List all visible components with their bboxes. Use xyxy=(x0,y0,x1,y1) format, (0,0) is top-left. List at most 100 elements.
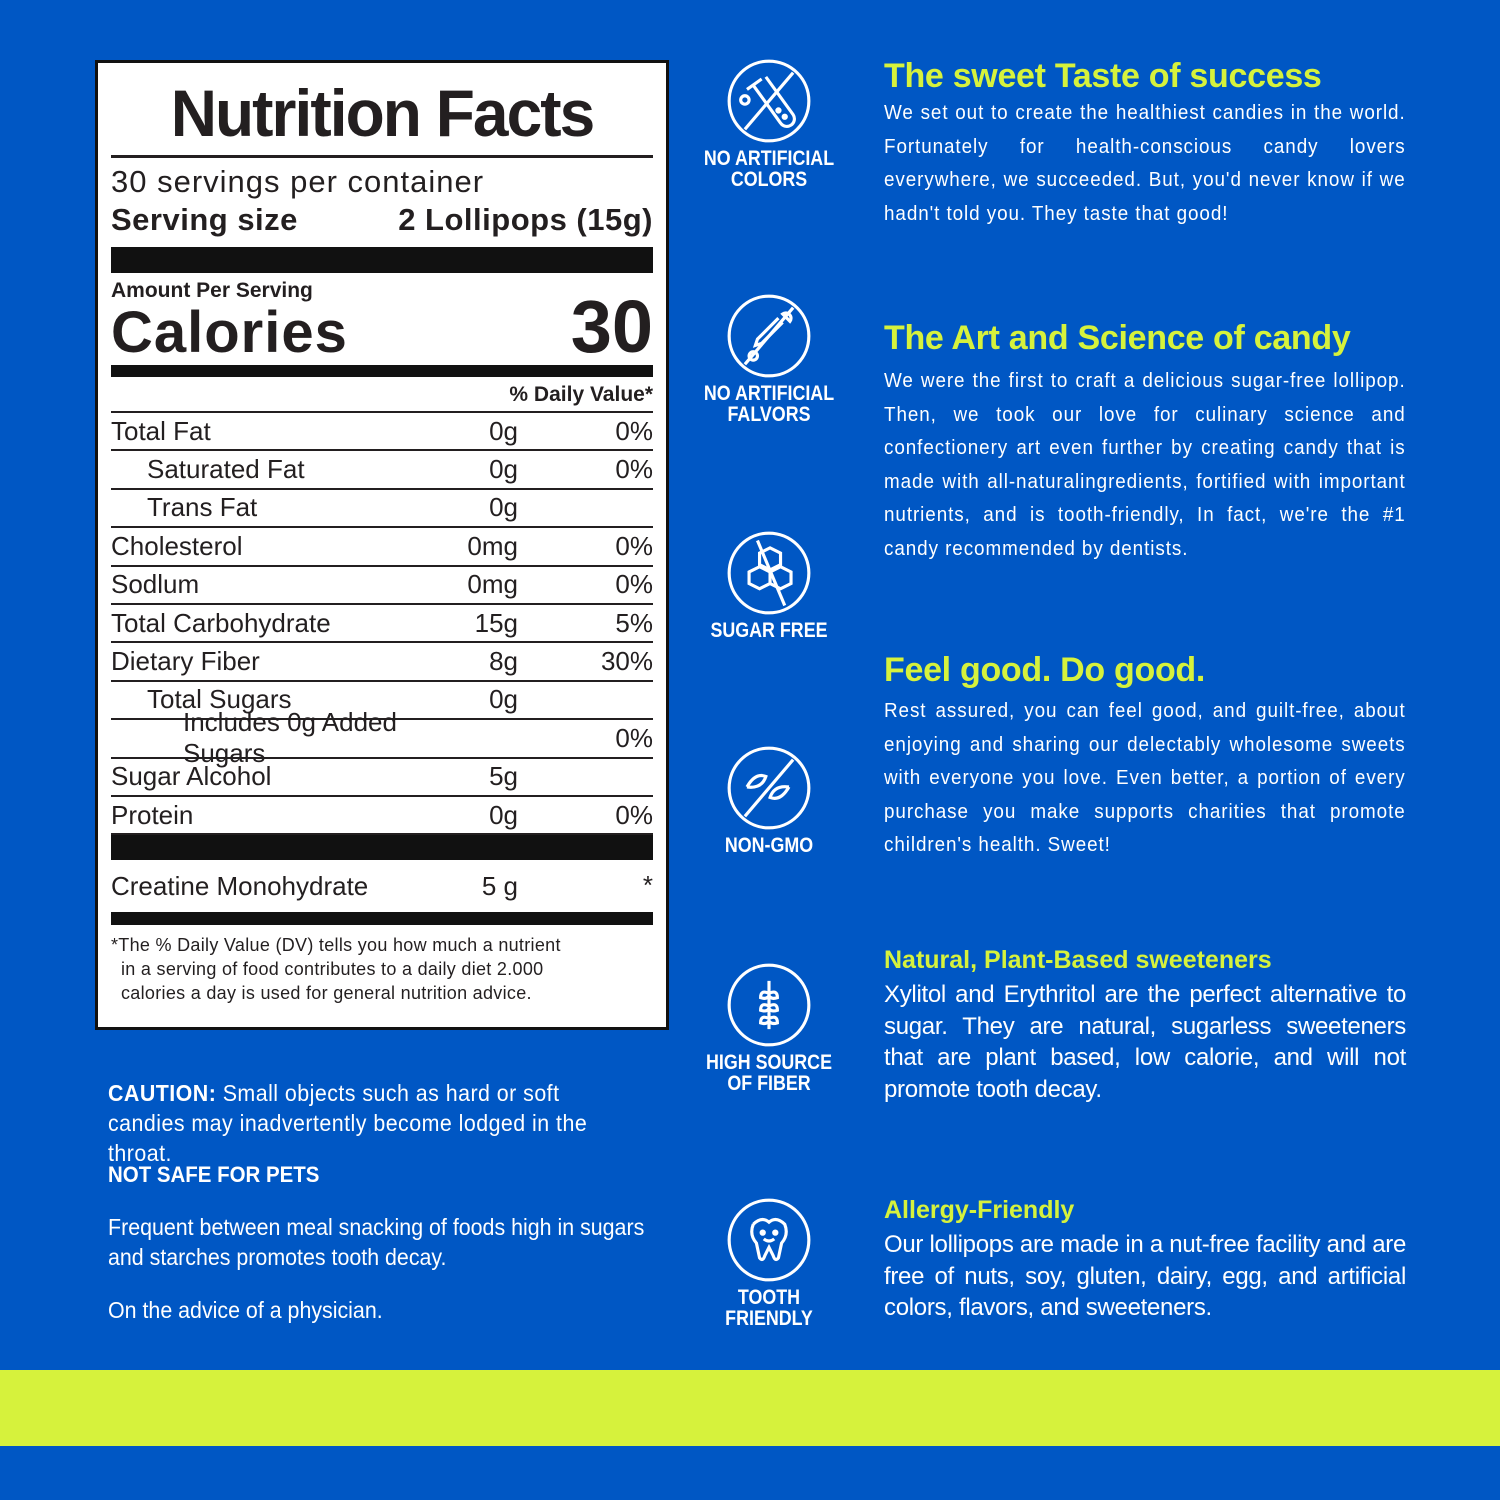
nutrient-amount: 0g xyxy=(489,415,518,446)
divider-bar xyxy=(111,365,653,377)
nutrient-dv: 0% xyxy=(615,569,653,600)
section-body: Our lollipops are made in a nut-free fac… xyxy=(884,1231,1406,1321)
caution-body: Small objects such as hard or soft candi… xyxy=(108,1080,588,1166)
nutrient-name: Includes 0g Added Sugars xyxy=(183,707,397,769)
footnote-line: calories a day is used for general nutri… xyxy=(121,983,532,1004)
divider-bar xyxy=(111,912,653,926)
section-body: We were the first to craft a delicious s… xyxy=(884,369,1406,560)
feature-label-line: SUGAR FREE xyxy=(710,619,828,642)
section-title: Allergy-Friendly xyxy=(884,1196,1075,1224)
sugar-free-icon xyxy=(727,531,811,615)
nutrient-dv: 5% xyxy=(615,607,653,638)
nutrient-amount: 8g xyxy=(489,646,518,677)
nutrient-name: Sodlum xyxy=(111,569,200,600)
serving-size: Serving size 2 Lollipops (15g) xyxy=(111,200,653,240)
feature-badge: HIGH SOURCE OF FIBER xyxy=(688,962,850,1094)
feature-badge: TOOTH FRIENDLY xyxy=(688,1197,850,1329)
feature-label: TOOTH FRIENDLY xyxy=(700,1287,838,1329)
nutrient-dv: 0% xyxy=(615,799,653,830)
feature-label-line: FALVORS xyxy=(727,403,811,426)
footnote-line: in a serving of food contributes to a da… xyxy=(121,959,544,980)
serving-size-label: Serving size xyxy=(111,202,298,237)
section-body: Xylitol and Erythritol are the perfect a… xyxy=(884,981,1406,1103)
nutrient-name: Trans Fat xyxy=(147,492,258,523)
serving-size-value: 2 Lollipops (15g) xyxy=(398,202,653,237)
feature-label: SUGAR FREE xyxy=(700,620,838,641)
tooth-icon xyxy=(727,1198,811,1282)
section-title: Feel good. Do good. xyxy=(884,651,1206,689)
physician-note: On the advice of a physician. xyxy=(108,1297,383,1323)
nutrient-row: Includes 0g Added Sugars 0% xyxy=(111,707,653,768)
section-title: The sweet Taste of success xyxy=(884,57,1322,95)
pets-warning: NOT SAFE FOR PETS xyxy=(108,1162,320,1187)
caution-label: CAUTION: xyxy=(108,1080,217,1106)
feature-label: NON-GMO xyxy=(700,835,838,856)
nutrient-name: Total Carbohydrate xyxy=(111,607,331,638)
feature-label-line: NO ARTIFICIAL xyxy=(703,147,835,170)
section-taste: The sweet Taste of success We set out to… xyxy=(884,56,1406,230)
accent-band xyxy=(0,1370,1500,1446)
feature-badge: NO ARTIFICIAL FALVORS xyxy=(688,293,850,425)
caution-text: CAUTION: Small objects such as hard or s… xyxy=(108,1078,629,1168)
feature-label-line: TOOTH xyxy=(737,1286,801,1309)
feature-label-line: NO ARTIFICIAL xyxy=(703,382,835,405)
nutrient-dv: 0% xyxy=(615,415,653,446)
nutrient-row: Saturated Fat 0g 0% xyxy=(111,451,653,490)
creatine-row: Creatine Monohydrate 5 g * xyxy=(111,860,653,912)
feature-label-line: OF FIBER xyxy=(727,1072,811,1095)
feature-badge: SUGAR FREE xyxy=(688,530,850,641)
nutrient-row: Trans Fat 0g xyxy=(111,490,653,529)
feature-badge: NO ARTIFICIAL COLORS xyxy=(688,58,850,190)
nutrient-amount: 0g xyxy=(489,684,518,715)
amount-per-serving: Amount Per Serving xyxy=(111,279,313,302)
section-title: Natural, Plant-Based sweeteners xyxy=(884,946,1272,974)
section-body: We set out to create the healthiest cand… xyxy=(884,101,1406,225)
servings-per-container: 30 servings per container xyxy=(111,164,485,199)
feature-label: NO ARTIFICIAL COLORS xyxy=(700,148,838,190)
nutrient-row: Total Sugars 0g xyxy=(111,682,653,721)
nutrient-amount: 5g xyxy=(489,761,518,792)
nutrient-name: Creatine Monohydrate xyxy=(111,870,369,901)
nutrient-name: Sugar Alcohol xyxy=(111,761,272,792)
nutrient-row: Cholesterol 0mg 0% xyxy=(111,528,653,567)
nutrition-title: Nutrition Facts xyxy=(170,76,596,150)
feature-label: NO ARTIFICIAL FALVORS xyxy=(700,383,838,425)
nutrient-name: Cholesterol xyxy=(111,530,243,561)
section-body: Rest assured, you can feel good, and gui… xyxy=(884,699,1406,856)
calories-value: 30 xyxy=(570,285,653,368)
calories-row: Calories 30 xyxy=(111,285,653,368)
footnote-line: *The % Daily Value (DV) tells you how mu… xyxy=(111,935,561,956)
calories-label: Calories xyxy=(111,300,348,365)
nutrient-row: Dietary Fiber 8g 30% xyxy=(111,643,653,682)
footnote: *The % Daily Value (DV) tells you how mu… xyxy=(111,933,653,1005)
nutrient-row: Sodlum 0mg 0% xyxy=(111,567,653,605)
nutrient-dv: * xyxy=(642,870,653,901)
divider-bar xyxy=(111,835,653,861)
section-allergy: Allergy-Friendly Our lollipops are made … xyxy=(884,1195,1406,1324)
fiber-icon xyxy=(727,963,811,1047)
section-feel-good: Feel good. Do good. Rest assured, you ca… xyxy=(884,650,1406,862)
nutrient-amount: 0g xyxy=(489,799,518,830)
nutrient-name: Protein xyxy=(111,799,194,830)
nutrition-facts-label: Nutrition Facts 30 servings per containe… xyxy=(95,60,669,1030)
nutrient-name: Total Sugars xyxy=(147,684,292,715)
nutrient-name: Dietary Fiber xyxy=(111,646,260,677)
section-art-science: The Art and Science of candy We were the… xyxy=(884,318,1406,565)
feature-label-line: NON-GMO xyxy=(724,834,814,857)
nutrient-amount: 0mg xyxy=(467,530,518,561)
feature-label-line: HIGH SOURCE xyxy=(706,1051,832,1074)
feature-label-line: COLORS xyxy=(730,168,808,191)
nutrient-row: Total Carbohydrate 15g 5% xyxy=(111,605,653,644)
tooth-decay-note: Frequent between meal snacking of foods … xyxy=(108,1214,645,1270)
nutrient-amount: 0g xyxy=(489,454,518,485)
section-sweeteners: Natural, Plant-Based sweeteners Xylitol … xyxy=(884,945,1406,1105)
nutrient-name: Total Fat xyxy=(111,415,211,446)
nutrient-name: Saturated Fat xyxy=(147,454,305,485)
no-colors-icon xyxy=(727,59,811,143)
divider xyxy=(111,155,653,158)
nutrient-row: Total Fat 0g 0% xyxy=(111,413,653,452)
no-flavors-icon xyxy=(727,294,811,378)
nutrient-dv: 0% xyxy=(615,722,653,753)
nutrient-amount: 5 g xyxy=(481,870,518,901)
nutrient-amount: 0mg xyxy=(467,569,518,600)
